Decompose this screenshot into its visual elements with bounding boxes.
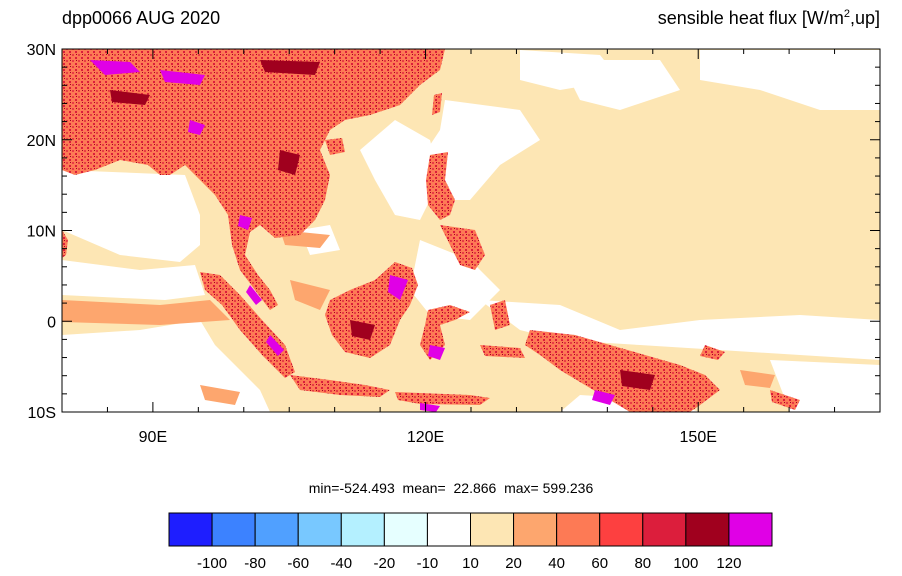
- land-masses: [62, 49, 800, 412]
- lat-label: 10N: [27, 224, 56, 241]
- stats-summary: min=-524.493 mean= 22.866 max= 599.236: [308, 480, 594, 496]
- latitude-labels: 30N 20N 10N 0 10S: [27, 42, 56, 422]
- plot-title-left: dpp0066 AUG 2020: [62, 8, 221, 28]
- lat-label: 0: [47, 314, 56, 331]
- dark-red-patches: [110, 60, 655, 390]
- lat-label: 10S: [28, 405, 56, 422]
- plot-title-right: sensible heat flux [W/m2,up]: [657, 8, 880, 28]
- axis-ticks: [61, 48, 881, 413]
- hot-spots: [90, 60, 615, 412]
- lon-label: 120E: [407, 429, 444, 446]
- lon-label: 150E: [680, 429, 717, 446]
- lon-label: 90E: [139, 429, 167, 446]
- lat-label: 30N: [27, 42, 56, 59]
- longitude-labels: 90E 120E 150E: [139, 429, 717, 446]
- lat-label: 20N: [27, 133, 56, 150]
